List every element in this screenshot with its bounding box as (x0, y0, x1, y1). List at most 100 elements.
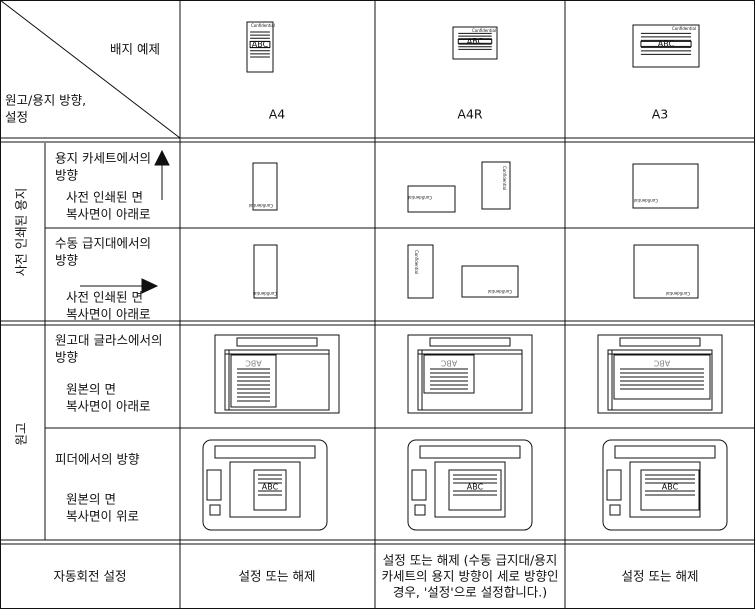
sample-text: ABC (467, 37, 484, 46)
row-title: 방향 (55, 350, 79, 365)
sample-text: ABC (653, 359, 670, 368)
paper (640, 469, 700, 511)
paper (461, 265, 519, 298)
row-note: 사전 인쇄된 면 (66, 290, 143, 305)
foot (414, 504, 426, 516)
side-panel (411, 469, 427, 501)
sample-text: ABC (252, 40, 269, 49)
glass (224, 349, 330, 411)
abc-box (640, 40, 692, 47)
paper (253, 469, 287, 511)
paper-thumbnail: Confidential (407, 244, 434, 299)
corner-bottom: 원고/용지 방향, (5, 93, 86, 108)
abc-box (249, 41, 271, 48)
sample-text: ABC (662, 483, 679, 492)
sample-label: Confidential (672, 26, 696, 31)
sample-label: Confidential (249, 203, 273, 208)
sample-text: ABC (658, 39, 675, 48)
paper (448, 469, 502, 511)
frame (597, 334, 723, 414)
footer-cell: 카세트의 용지 방향이 세로 방향인 (382, 569, 559, 584)
row-title: 방향 (55, 168, 79, 183)
row-note: 복사면이 아래로 (66, 399, 150, 414)
paper-thumbnail: Confidential (633, 244, 699, 299)
footer-cell: 경우, '설정'으로 설정합니다.) (393, 585, 547, 600)
row-title: 방향 (55, 253, 79, 268)
sample-label: Confidential (488, 289, 512, 294)
column-label: A3 (652, 107, 669, 122)
frame (407, 439, 533, 531)
feeder-view: ABC (407, 439, 533, 531)
column-label: A4R (457, 107, 483, 122)
sample-label: Confidential (666, 291, 690, 296)
row-note: 원본의 면 (66, 382, 116, 397)
top-bar (214, 445, 316, 459)
paper-thumbnail: ABC Confidential (452, 26, 498, 60)
foot (209, 504, 221, 516)
footer-label: 자동회전 설정 (54, 569, 127, 584)
paper-thumbnail: Confidential (407, 185, 456, 213)
frame (214, 334, 340, 414)
paper (423, 354, 475, 394)
glass (607, 349, 713, 411)
column-label: A4 (269, 107, 286, 122)
paper-thumbnail: Confidential (249, 162, 278, 211)
paper (481, 161, 511, 210)
row-title: 용지 카세트에서의 (55, 151, 151, 166)
arrow-head (154, 149, 170, 166)
group-label: 사전 인쇄된 용지 (14, 188, 29, 276)
sample-label: Confidential (634, 198, 658, 203)
tray (629, 461, 701, 518)
footer-cell: 설정 또는 해제 (622, 569, 699, 584)
platen-view: ABC (407, 334, 533, 414)
arrow-head (141, 278, 159, 294)
row-title: 수동 급지대에서의 (55, 236, 151, 251)
row-note: 복사면이 아래로 (66, 307, 150, 322)
frame (407, 334, 533, 414)
row-note: 사전 인쇄된 면 (66, 190, 143, 205)
sample-label: Confidential (502, 166, 507, 190)
paper-thumbnail: Confidential (461, 265, 519, 298)
sample-text: ABC (467, 483, 484, 492)
side-panel (606, 469, 622, 501)
frame (202, 439, 328, 531)
footer-cell: 설정 또는 해제 (수동 급지대/용지 (383, 553, 557, 568)
sample-text: ABC (245, 359, 262, 368)
foot (609, 504, 621, 516)
feeder-view: ABC (202, 439, 328, 531)
paper (407, 244, 434, 299)
paper (407, 185, 456, 213)
top-bar (236, 337, 318, 347)
group-label: 원고 (14, 422, 29, 445)
sample-label: Confidential (253, 291, 277, 296)
paper (632, 163, 699, 209)
top-bar (419, 445, 521, 459)
paper (253, 244, 278, 299)
feeder-view: ABC (602, 439, 728, 531)
row-note: 원본의 면 (66, 492, 116, 507)
row-note: 복사면이 위로 (66, 509, 139, 524)
row-note: 복사면이 아래로 (66, 207, 150, 222)
top-bar (619, 337, 701, 347)
paper (252, 162, 278, 211)
top-bar (429, 337, 511, 347)
paper-thumbnail: Confidential (632, 163, 699, 209)
corner-top: 배지 예제 (110, 42, 160, 57)
frame (602, 439, 728, 531)
sample-label: Confidential (414, 250, 419, 274)
glass (417, 349, 523, 411)
sample-text: ABC (440, 359, 457, 368)
abc-box (457, 38, 493, 44)
row-title: 피더에서의 방향 (55, 452, 140, 467)
platen-view: ABC (597, 334, 723, 414)
row-title: 원고대 글라스에서의 (55, 333, 162, 348)
sample-label: Confidential (408, 195, 432, 200)
paper-thumbnail: Confidential (481, 161, 511, 210)
paper-thumbnail: ABC Confidential (632, 24, 700, 68)
tray (229, 461, 301, 518)
top-bar (614, 445, 716, 459)
platen-view: ABC (214, 334, 340, 414)
tray (434, 461, 506, 518)
paper-thumbnail: Confidential (253, 244, 278, 299)
